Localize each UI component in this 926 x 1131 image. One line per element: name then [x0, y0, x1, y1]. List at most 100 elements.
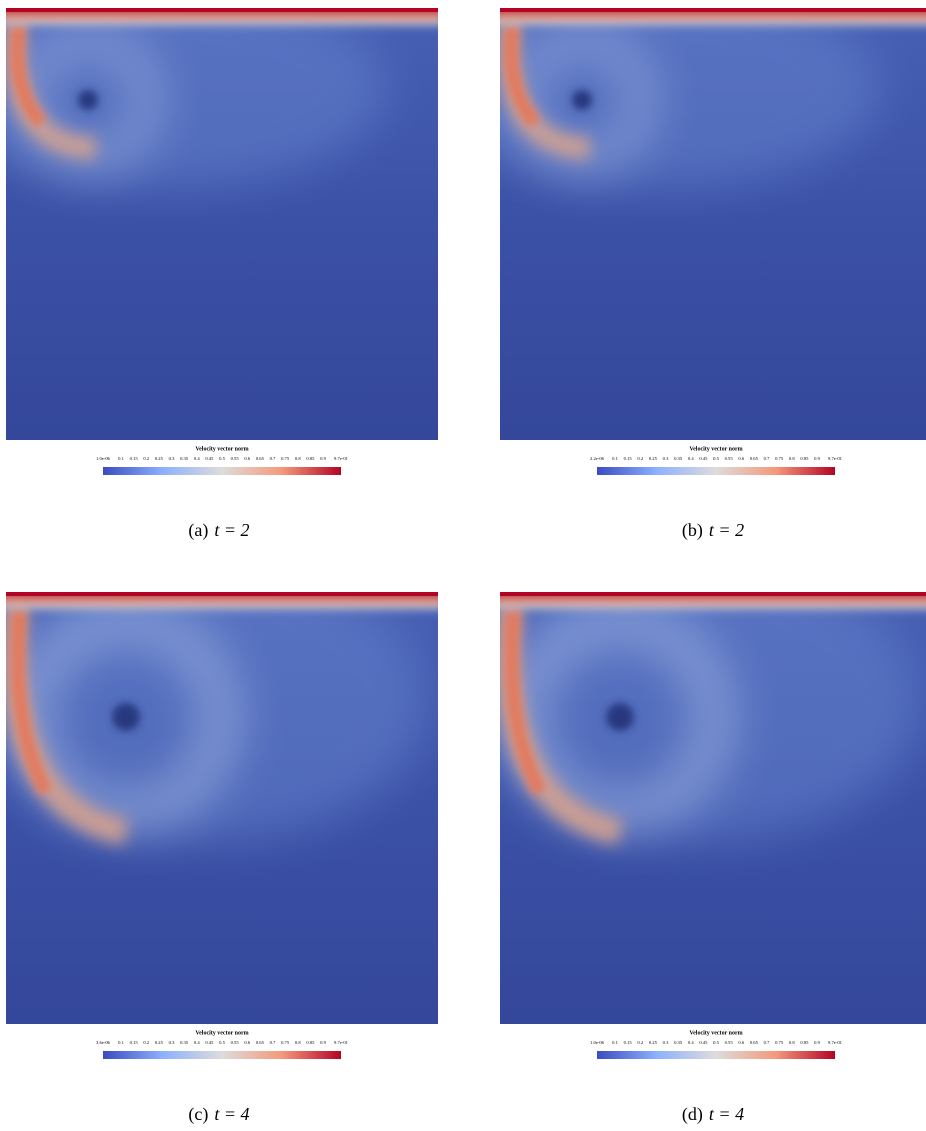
colorbar-tick-label: 0.6: [738, 1040, 744, 1045]
boundary-core: [504, 22, 541, 128]
colorbar-tick-label: 0.5: [713, 456, 719, 461]
colorbar-tick-label: 9.7e-01: [334, 1040, 349, 1045]
colorbar-tick-label: 0.4: [688, 1040, 694, 1045]
caption: (a) t = 2: [188, 520, 249, 541]
colorbar-tick-label: 0.25: [155, 1040, 164, 1045]
colorbar-tick-label: 0.1: [118, 1040, 124, 1045]
vortex-core: [572, 90, 592, 110]
colorbar-tick-label: 0.85: [306, 456, 315, 461]
colorbar-tick-label: 0.2: [637, 1040, 643, 1045]
lid: [6, 8, 438, 30]
colorbar-tick-label: 0.15: [624, 456, 633, 461]
colorbar-tick-label: 0.35: [180, 1040, 189, 1045]
colorbar-tick-label: 0.8: [295, 1040, 301, 1045]
colorbar-tick-label: 0.65: [256, 1040, 265, 1045]
colorbar-tick-label: 0.25: [649, 1040, 658, 1045]
colorbar-tick-label: 0.85: [800, 1040, 809, 1045]
colorbar-title: Velocity vector norm: [195, 446, 248, 452]
colorbar-tick-label: 0.55: [725, 1040, 734, 1045]
colorbar-tick-label: 0.6: [244, 1040, 250, 1045]
colorbar-tick-label: 0.5: [219, 456, 225, 461]
colorbar-tick-label: 0.15: [624, 1040, 633, 1045]
caption-math: t = 2: [214, 520, 249, 540]
colorbar-tick-label: 9.7e-01: [828, 1040, 843, 1045]
colorbar-tick-label: 0.4: [688, 456, 694, 461]
boundary-core: [10, 606, 53, 796]
colorbar-tick-label: 0.3: [169, 1040, 175, 1045]
caption-label: (a): [188, 520, 208, 541]
colorbar-tick-label: 0.65: [256, 456, 265, 461]
caption-label: (b): [682, 520, 703, 541]
colorbar-tick-label: 9.7e-01: [334, 456, 349, 461]
panel: Velocity vector norm 2.2e-06 0.1 0.15 0.2 0.2…: [500, 8, 926, 541]
colorbar: [103, 467, 341, 475]
caption-math: t = 4: [214, 1104, 249, 1124]
colorbar-tick-label: 0.45: [205, 1040, 214, 1045]
panel: Velocity vector norm 1.0e-06 0.1 0.15 0.2 0.2…: [500, 592, 926, 1125]
colorbar-tick-label: 0.75: [775, 456, 784, 461]
panel: Velocity vector norm 1.0e-06 0.1 0.15 0.2 0.2…: [6, 8, 438, 541]
colorbar-tick-label: 0.2: [637, 456, 643, 461]
colorbar-tick-label: 0.5: [219, 1040, 225, 1045]
colorbar-tick-label: 0.85: [306, 1040, 315, 1045]
colorbar-tick-label: 0.3: [169, 456, 175, 461]
colorbar-tick-label: 0.35: [674, 456, 683, 461]
lid-edge: [6, 8, 438, 12]
colorbar-tick-label: 0.75: [775, 1040, 784, 1045]
colorbar-tick-label: 1.0e-06: [96, 456, 111, 461]
colorbar-tick-label: 0.4: [194, 1040, 200, 1045]
colorbar-tick-label: 0.8: [789, 1040, 795, 1045]
colorbar-tick-label: 0.9: [320, 1040, 326, 1045]
colorbar-tick-label: 0.5: [713, 1040, 719, 1045]
colorbar-tick-label: 0.35: [180, 456, 189, 461]
panel: Velocity vector norm 3.6e-06 0.1 0.15 0.2 0.2…: [6, 592, 438, 1125]
colorbar-tick-label: 0.75: [281, 456, 290, 461]
colorbar-tick-label: 0.6: [244, 456, 250, 461]
colorbar-tick-label: 0.9: [814, 456, 820, 461]
lid-edge: [500, 592, 926, 596]
colorbar-tick-label: 0.9: [320, 456, 326, 461]
colorbar-tick-label: 0.25: [649, 456, 658, 461]
colorbar-tick-label: 0.15: [130, 456, 139, 461]
colorbar: [597, 467, 835, 475]
colorbar-tick-label: 3.6e-06: [96, 1040, 111, 1045]
colorbar-tick-label: 0.3: [663, 1040, 669, 1045]
colorbar-tick-label: 0.65: [750, 1040, 759, 1045]
caption-label: (c): [188, 1104, 208, 1125]
colorbar-tick-label: 0.45: [205, 456, 214, 461]
colorbar-title: Velocity vector norm: [195, 1030, 248, 1036]
velocity-field: [500, 592, 926, 1024]
velocity-field: [6, 8, 438, 440]
colorbar-tick-label: 0.1: [612, 456, 618, 461]
colorbar-tick-label: 0.65: [750, 456, 759, 461]
vortex-core: [78, 90, 98, 110]
velocity-field: [6, 592, 438, 1024]
colorbar-tick-label: 0.55: [725, 456, 734, 461]
colorbar-tick-label: 0.3: [663, 456, 669, 461]
colorbar-tick-label: 0.45: [699, 456, 708, 461]
lid-edge: [500, 8, 926, 12]
colorbar-tick-label: 0.7: [270, 456, 276, 461]
vortex-core: [606, 703, 634, 731]
colorbar-tick-label: 0.25: [155, 456, 164, 461]
colorbar: [597, 1051, 835, 1059]
colorbar-tick-label: 0.75: [281, 1040, 290, 1045]
colorbar-tick-label: 0.15: [130, 1040, 139, 1045]
colorbar-tick-label: 0.7: [764, 1040, 770, 1045]
colorbar-tick-label: 0.4: [194, 456, 200, 461]
colorbar: [103, 1051, 341, 1059]
colorbar-tick-label: 0.85: [800, 456, 809, 461]
boundary-core: [10, 22, 47, 128]
caption-math: t = 2: [709, 520, 744, 540]
colorbar-tick-label: 0.6: [738, 456, 744, 461]
colorbar-title: Velocity vector norm: [689, 446, 742, 452]
colorbar-tick-label: 0.35: [674, 1040, 683, 1045]
boundary-core: [504, 606, 547, 796]
colorbar-tick-label: 2.2e-06: [590, 456, 605, 461]
colorbar-tick-label: 1.0e-06: [590, 1040, 605, 1045]
colorbar-tick-label: 0.8: [295, 456, 301, 461]
colorbar-tick-label: 0.1: [118, 456, 124, 461]
colorbar-tick-label: 0.7: [270, 1040, 276, 1045]
